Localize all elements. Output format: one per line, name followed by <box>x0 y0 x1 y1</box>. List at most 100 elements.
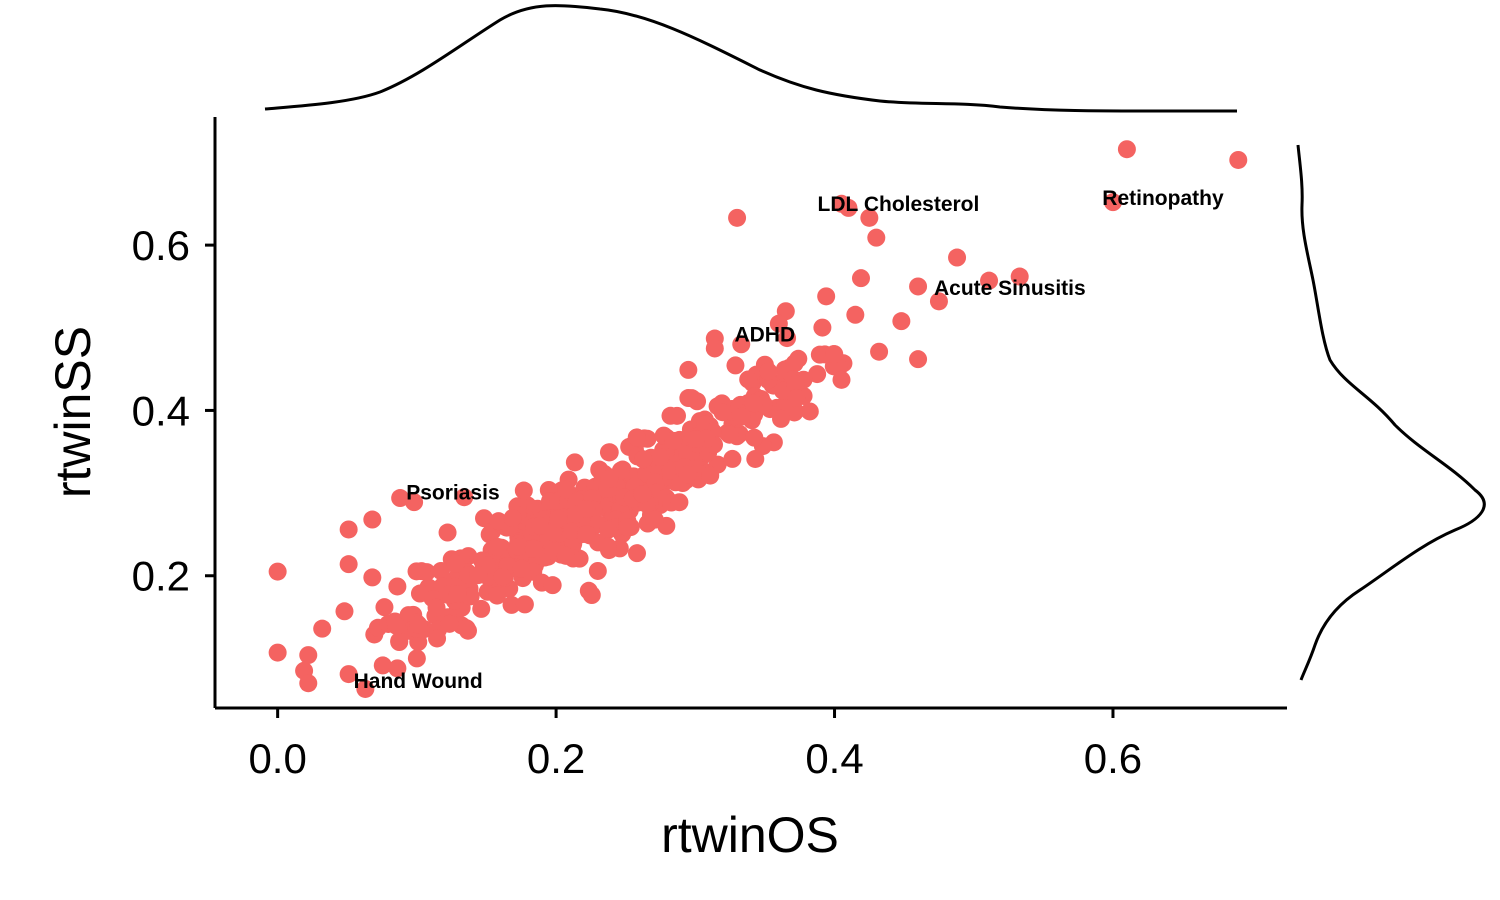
annotation-label: Psoriasis <box>406 481 499 504</box>
data-point <box>599 520 618 539</box>
data-point <box>810 345 829 364</box>
data-point <box>759 362 778 381</box>
data-point <box>778 329 797 348</box>
data-point <box>472 599 491 618</box>
data-point <box>405 493 424 512</box>
annotation-label: LDL Cholesterol <box>818 193 980 216</box>
scatter-points <box>268 140 1248 698</box>
data-point <box>375 598 394 617</box>
data-point <box>577 525 596 544</box>
data-point <box>800 402 819 421</box>
data-point <box>577 499 596 518</box>
data-point <box>769 314 788 333</box>
data-point <box>363 568 382 587</box>
data-point <box>785 354 804 373</box>
data-point <box>428 629 447 648</box>
data-point <box>909 277 928 296</box>
data-point <box>701 466 720 485</box>
data-point <box>870 342 889 361</box>
data-point <box>489 512 508 531</box>
data-point <box>851 269 870 288</box>
data-point <box>363 510 382 529</box>
y-tick-label: 0.6 <box>132 222 190 269</box>
data-point <box>860 208 879 227</box>
data-point <box>514 481 533 500</box>
data-point <box>645 510 664 529</box>
data-point <box>732 407 751 426</box>
data-point <box>599 443 618 462</box>
data-point <box>687 430 706 449</box>
data-point <box>313 619 332 638</box>
data-point <box>448 585 467 604</box>
data-point <box>488 586 507 605</box>
data-point <box>549 509 568 528</box>
data-point <box>588 561 607 580</box>
data-point <box>720 425 739 444</box>
data-point <box>627 428 646 447</box>
data-point <box>598 537 617 556</box>
data-point <box>531 516 550 535</box>
point-annotations: LDL Cholesterol Retinopathy Acute Sinusiti… <box>354 187 1224 693</box>
data-point <box>909 350 928 369</box>
y-tick-label: 0.2 <box>132 553 190 600</box>
data-point <box>339 555 358 574</box>
x-marginal-density <box>264 4 1237 113</box>
data-point <box>634 450 653 469</box>
data-point <box>438 523 457 542</box>
data-point <box>713 403 732 422</box>
annotation-label: Acute Sinusitis <box>934 277 1086 300</box>
data-point <box>475 509 494 528</box>
data-point <box>339 665 358 684</box>
x-tick-label: 0.0 <box>248 735 306 782</box>
data-point <box>503 509 522 528</box>
x-tick-label: 0.4 <box>805 735 863 782</box>
data-point <box>432 561 451 580</box>
data-point <box>512 559 531 578</box>
y-marginal-density <box>1296 144 1486 681</box>
data-point <box>556 546 575 565</box>
data-point <box>667 406 686 425</box>
data-point <box>728 208 747 227</box>
data-point <box>839 198 858 217</box>
data-point <box>502 595 521 614</box>
data-point <box>390 632 409 651</box>
data-point <box>339 520 358 539</box>
data-point <box>489 538 508 557</box>
data-point <box>373 656 392 675</box>
axis-ticks: 0.0 0.2 0.4 0.6 0.2 0.4 0.6 <box>132 222 1143 782</box>
data-point <box>299 646 318 665</box>
data-point <box>446 554 465 573</box>
data-point <box>670 493 689 512</box>
data-point <box>440 614 459 633</box>
data-point <box>948 248 967 267</box>
data-point <box>543 576 562 595</box>
data-point <box>651 448 670 467</box>
data-point <box>732 335 751 354</box>
data-point <box>678 465 697 484</box>
data-point <box>387 616 406 635</box>
data-point <box>664 431 683 450</box>
data-point <box>627 544 646 563</box>
data-point <box>268 562 287 581</box>
data-point <box>335 602 354 621</box>
data-point <box>817 287 836 306</box>
data-point <box>409 615 428 634</box>
data-point <box>825 345 844 364</box>
data-point <box>1117 140 1136 159</box>
data-point <box>388 659 407 678</box>
y-axis-title: rtwinSS <box>45 326 101 498</box>
data-point <box>679 360 698 379</box>
annotation-label: Hand Wound <box>354 670 483 693</box>
data-point <box>808 365 827 384</box>
data-point <box>509 537 528 556</box>
data-point <box>1010 267 1029 286</box>
data-point <box>469 566 488 585</box>
data-point <box>746 449 765 468</box>
data-point <box>929 292 948 311</box>
data-point <box>846 305 865 324</box>
data-point <box>745 428 764 447</box>
data-point <box>786 375 805 394</box>
data-point <box>457 619 476 638</box>
data-point <box>739 370 758 389</box>
